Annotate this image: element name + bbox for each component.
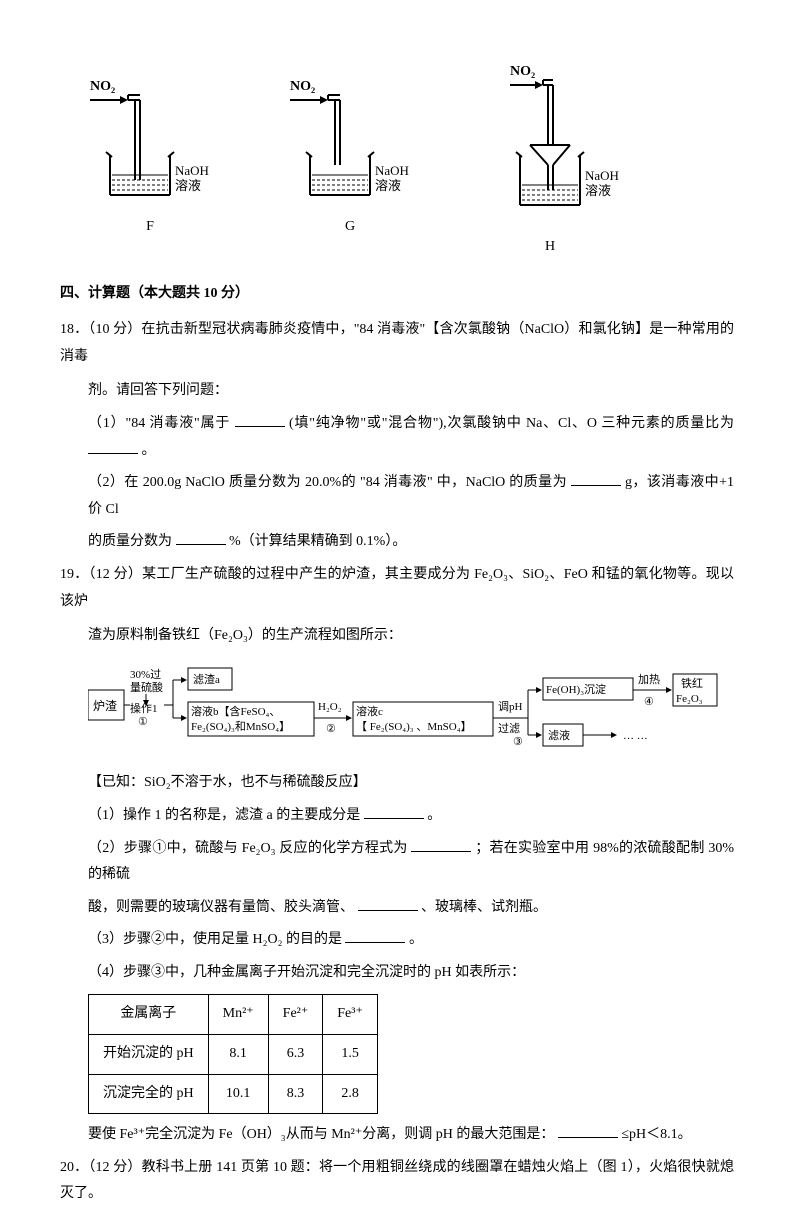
svg-text:③: ③	[513, 736, 523, 748]
blank	[235, 413, 285, 427]
q18-sub2-c: 的质量分数为	[88, 534, 172, 549]
td: 8.1	[208, 1035, 268, 1075]
svg-text:①: ①	[138, 716, 148, 728]
q18-sub2: （2）在 200.0g NaClO 质量分数为 20.0%的 "84 消毒液" …	[60, 470, 734, 523]
svg-text:NO₂: NO₂	[290, 79, 315, 94]
diagram-f-label: F	[146, 214, 154, 241]
q18-stem: 18．（10 分）在抗击新型冠状病毒肺炎疫情中，"84 消毒液"【含次氯酸钠（N…	[60, 317, 734, 370]
diagram-g-label: G	[345, 214, 355, 241]
q18-sub1: （1）"84 消毒液"属于 (填"纯净物"或"混合物"),次氯酸钠中 Na、Cl…	[60, 411, 734, 464]
svg-text:溶液c: 溶液c	[356, 704, 383, 718]
svg-text:溶液: 溶液	[175, 178, 201, 193]
section4-title: 四、计算题（本大题共 10 分）	[60, 281, 734, 308]
q19-flow: 炉渣 30%过 量硫酸 操作1 ① 滤渣a 溶液b【含FeSO₄、 Fe₂(SO…	[88, 660, 734, 761]
svg-text:铁红: 铁红	[681, 677, 703, 690]
blank	[558, 1124, 618, 1138]
svg-text:NaOH: NaOH	[375, 163, 409, 178]
q19-sub1-a: （1）操作 1 的名称是，滤渣 a 的主要成分是	[88, 808, 360, 823]
th-fe2: Fe²⁺	[268, 995, 323, 1035]
td: 10.1	[208, 1074, 268, 1114]
diagram-f: NO₂ NaOH 溶液 F	[80, 60, 220, 261]
blank	[345, 929, 405, 943]
svg-text:【 Fe₂(SO₄)₃ 、MnSO₄】: 【 Fe₂(SO₄)₃ 、MnSO₄】	[356, 720, 472, 733]
blank	[571, 472, 621, 486]
beaker-diagrams: NO₂ NaOH 溶液 F NO₂	[60, 60, 734, 261]
q18-stem2: 剂。请回答下列问题：	[60, 378, 734, 405]
q19-sub3-a: （3）步骤②中，使用足量 H₂O₂ 的目的是	[88, 932, 342, 947]
beaker-h-svg: NO₂ NaOH 溶液	[480, 60, 620, 230]
q19-sub3-b: 。	[409, 932, 423, 947]
q20-stem: 20．（12 分）教科书上册 141 页第 10 题：将一个用粗铜丝绕成的线圈罩…	[60, 1155, 734, 1208]
td: 2.8	[323, 1074, 378, 1114]
td: 6.3	[268, 1035, 323, 1075]
flow-svg: 炉渣 30%过 量硫酸 操作1 ① 滤渣a 溶液b【含FeSO₄、 Fe₂(SO…	[88, 660, 748, 750]
svg-text:调pH: 调pH	[498, 700, 522, 713]
table-row: 沉淀完全的 pH 10.1 8.3 2.8	[89, 1074, 378, 1114]
blank	[176, 531, 226, 545]
q19-stem2: 渣为原料制备铁红（Fe₂O₃）的生产流程如图所示：	[60, 623, 734, 650]
ph-table: 金属离子 Mn²⁺ Fe²⁺ Fe³⁺ 开始沉淀的 pH 8.1 6.3 1.5…	[88, 994, 378, 1114]
svg-text:操作1: 操作1	[130, 701, 158, 715]
td: 1.5	[323, 1035, 378, 1075]
svg-text:④: ④	[644, 696, 654, 708]
svg-text:溶液: 溶液	[375, 178, 401, 193]
svg-text:炉渣: 炉渣	[93, 699, 117, 713]
q19-stem: 19．（12 分）某工厂生产硫酸的过程中产生的炉渣，其主要成分为 Fe₂O₃、S…	[60, 562, 734, 615]
q19-sub2-c: 酸，则需要的玻璃仪器有量筒、胶头滴管、	[88, 900, 354, 915]
svg-text:NO₂: NO₂	[510, 64, 535, 79]
td: 沉淀完全的 pH	[89, 1074, 209, 1114]
svg-text:滤渣a: 滤渣a	[193, 672, 220, 686]
q18-sub2c: 的质量分数为 %（计算结果精确到 0.1%）。	[60, 529, 734, 556]
svg-text:滤液: 滤液	[548, 728, 570, 742]
q18-sub1-b: (填"纯净物"或"混合物"),次氯酸钠中 Na、Cl、O 三种元素的质量比为	[289, 416, 734, 431]
svg-text:过滤: 过滤	[498, 722, 520, 735]
q19-sub4-end: 要使 Fe³⁺完全沉淀为 Fe（OH）₃从而与 Mn²⁺分离，则调 pH 的最大…	[60, 1122, 734, 1149]
svg-text:… …: … …	[623, 730, 648, 742]
svg-text:30%过: 30%过	[130, 668, 161, 681]
svg-text:Fe(OH)₃沉淀: Fe(OH)₃沉淀	[546, 682, 606, 696]
beaker-g-svg: NO₂ NaOH 溶液	[280, 60, 420, 210]
svg-text:量硫酸: 量硫酸	[130, 680, 163, 694]
svg-text:Fe₂(SO₄)₃和MnSO₄】: Fe₂(SO₄)₃和MnSO₄】	[191, 720, 290, 733]
q19-sub2: （2）步骤①中，硫酸与 Fe₂O₃ 反应的化学方程式为 ；若在实验室中用 98%…	[60, 836, 734, 889]
blank	[88, 440, 138, 454]
q19-known: 【已知：SiO₂不溶于水，也不与稀硫酸反应】	[60, 770, 734, 797]
diagram-g: NO₂ NaOH 溶液 G	[280, 60, 420, 261]
q19-sub4-end-b: ≤pH＜8.1。	[621, 1127, 691, 1142]
q19-sub2-d: 、玻璃棒、试剂瓶。	[421, 900, 547, 915]
svg-text:H₂O₂: H₂O₂	[318, 701, 342, 713]
svg-text:溶液b【含FeSO₄、: 溶液b【含FeSO₄、	[191, 704, 280, 718]
q18-sub1-c: 。	[142, 443, 156, 458]
svg-text:NaOH: NaOH	[585, 168, 619, 183]
q19-sub1: （1）操作 1 的名称是，滤渣 a 的主要成分是 。	[60, 803, 734, 830]
beaker-f-svg: NO₂ NaOH 溶液	[80, 60, 220, 210]
q19-sub2-a: （2）步骤①中，硫酸与 Fe₂O₃ 反应的化学方程式为	[88, 841, 408, 856]
q19-sub4-end-a: 要使 Fe³⁺完全沉淀为 Fe（OH）₃从而与 Mn²⁺分离，则调 pH 的最大…	[88, 1127, 554, 1142]
th-mn: Mn²⁺	[208, 995, 268, 1035]
q18-sub1-a: （1）"84 消毒液"属于	[88, 416, 230, 431]
q18-sub2-d: %（计算结果精确到 0.1%）。	[229, 534, 406, 549]
diagram-h: NO₂ NaOH 溶液 H	[480, 60, 620, 261]
th-fe3: Fe³⁺	[323, 995, 378, 1035]
q19-sub2c: 酸，则需要的玻璃仪器有量筒、胶头滴管、 、玻璃棒、试剂瓶。	[60, 895, 734, 922]
diagram-h-label: H	[545, 234, 555, 261]
svg-text:②: ②	[326, 723, 336, 735]
blank	[364, 805, 424, 819]
table-header-row: 金属离子 Mn²⁺ Fe²⁺ Fe³⁺	[89, 995, 378, 1035]
q19-sub4: （4）步骤③中，几种金属离子开始沉淀和完全沉淀时的 pH 如表所示：	[60, 960, 734, 987]
td: 开始沉淀的 pH	[89, 1035, 209, 1075]
table-row: 开始沉淀的 pH 8.1 6.3 1.5	[89, 1035, 378, 1075]
td: 8.3	[268, 1074, 323, 1114]
svg-text:NaOH: NaOH	[175, 163, 209, 178]
blank	[358, 897, 418, 911]
th-ion: 金属离子	[89, 995, 209, 1035]
q19-sub1-b: 。	[427, 808, 441, 823]
svg-text:溶液: 溶液	[585, 183, 611, 198]
blank	[411, 838, 471, 852]
q18-sub2-a: （2）在 200.0g NaClO 质量分数为 20.0%的 "84 消毒液" …	[88, 475, 567, 490]
svg-text:加热: 加热	[638, 673, 660, 686]
svg-text:Fe₂O₃: Fe₂O₃	[676, 693, 703, 705]
q19-sub3: （3）步骤②中，使用足量 H₂O₂ 的目的是 。	[60, 927, 734, 954]
svg-text:NO₂: NO₂	[90, 79, 115, 94]
